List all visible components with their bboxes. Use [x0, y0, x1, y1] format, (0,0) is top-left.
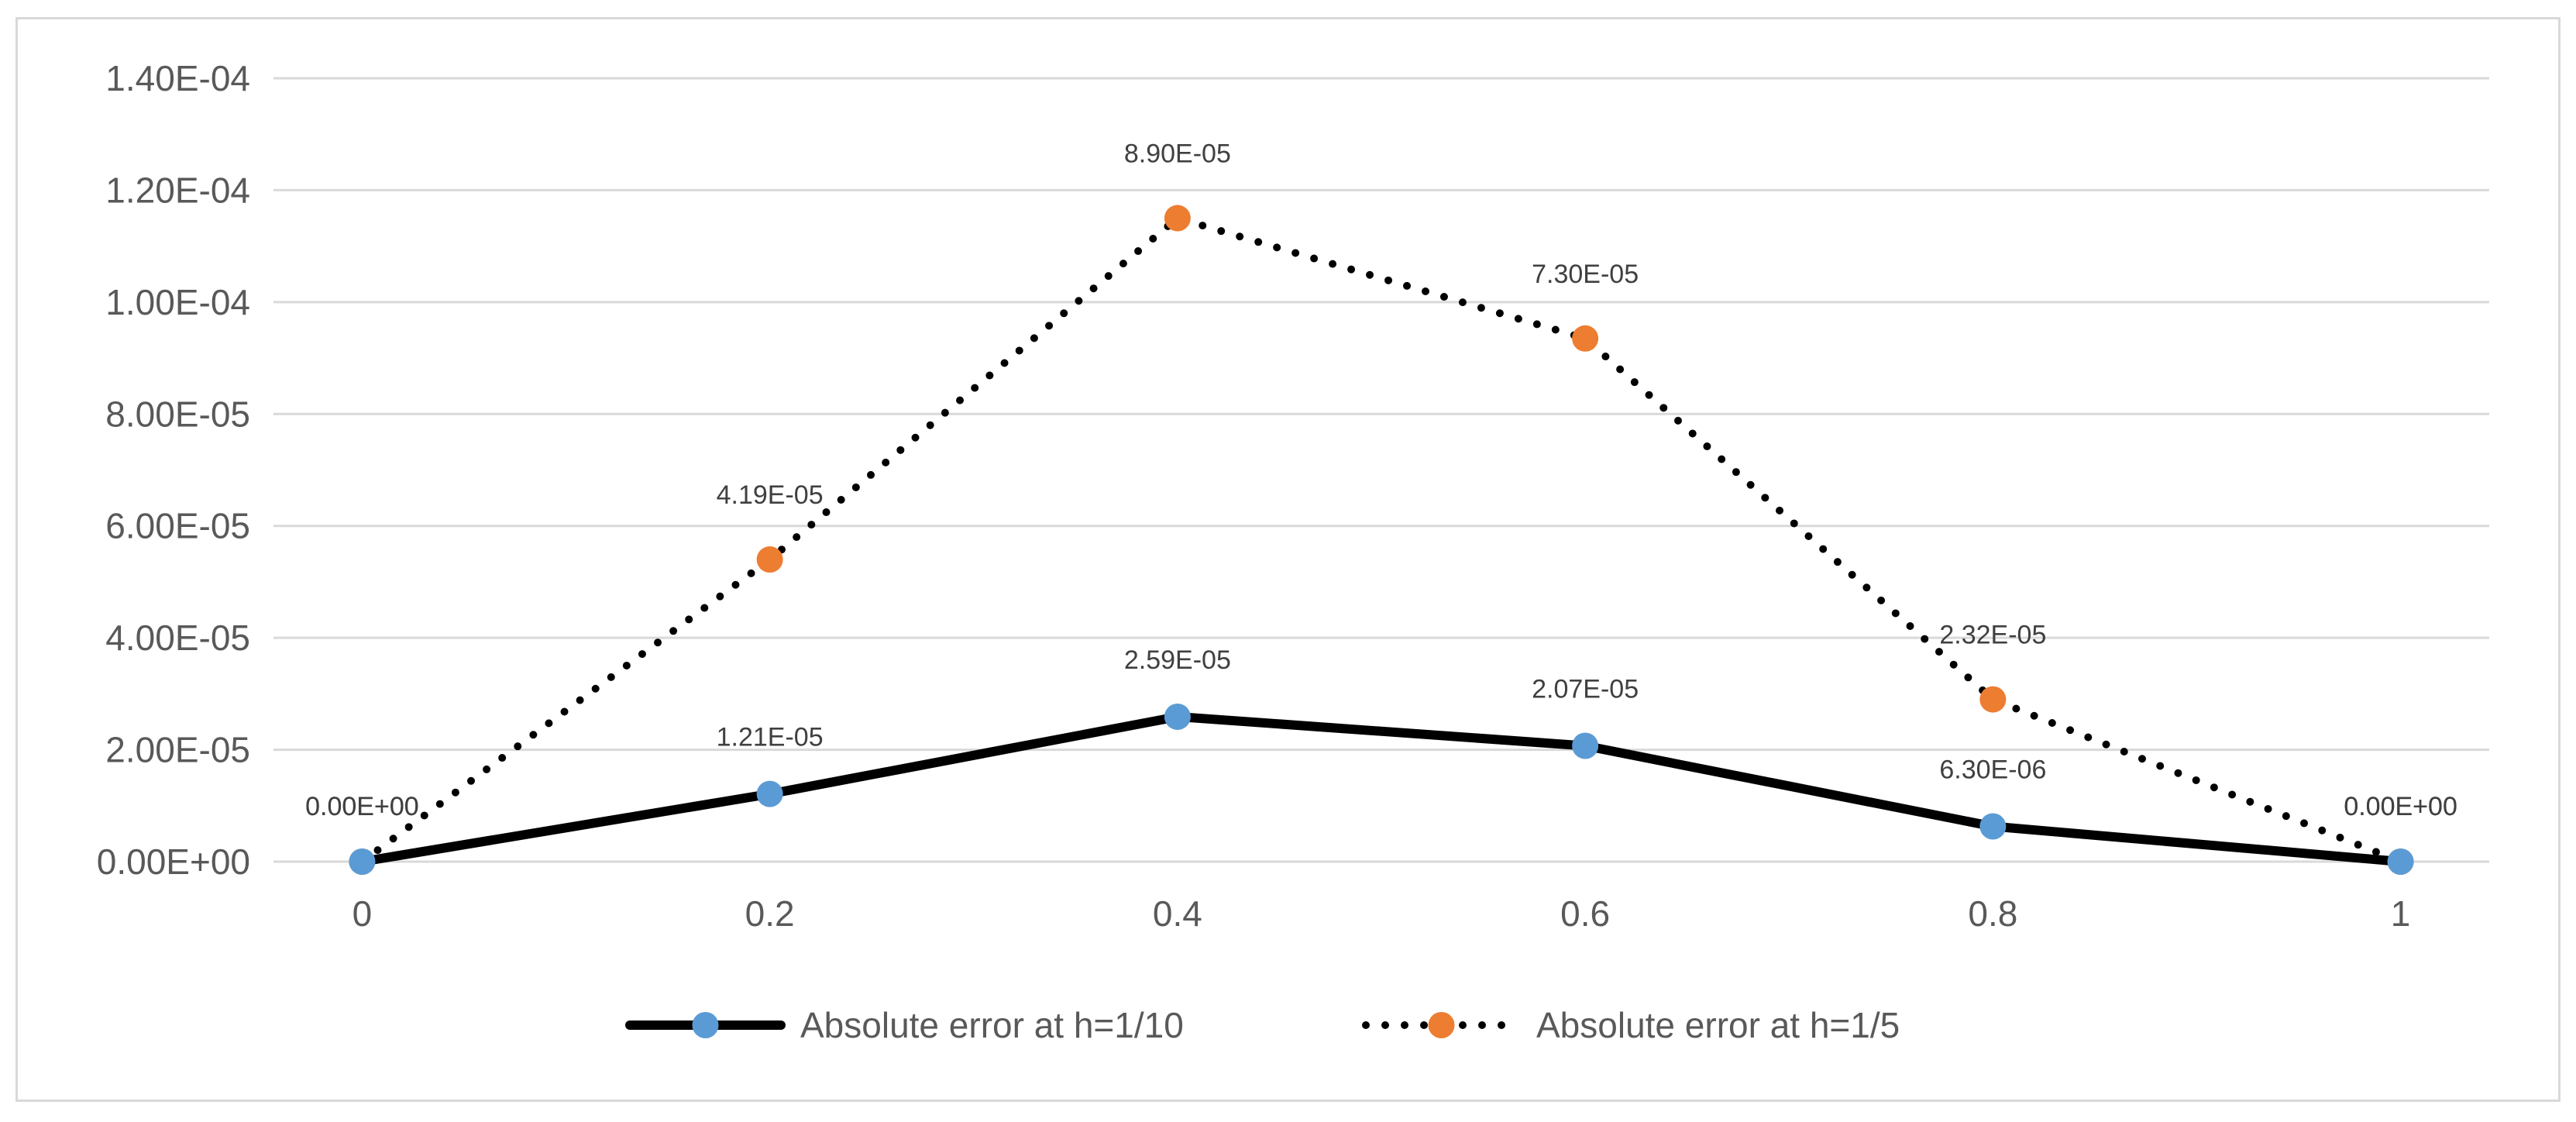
data-label: 6.30E-06 — [1939, 755, 2046, 785]
data-labels: 0.00E+00 1.21E-05 2.59E-05 2.07E-05 6.30E-06… — [305, 139, 2457, 821]
gridlines — [273, 77, 2489, 863]
series-line-0 — [357, 711, 2406, 866]
x-axis: 0 0.2 0.4 0.6 0.8 1 — [353, 893, 2411, 934]
legend-marker-0 — [692, 1012, 719, 1038]
data-label: 2.07E-05 — [1532, 675, 1639, 704]
y-tick-label: 4.00E-05 — [105, 618, 250, 658]
series-markers — [349, 205, 2414, 875]
chart-frame: 0.00E+00 2.00E-05 4.00E-05 6.00E-05 8.00E-05… — [15, 17, 2561, 1102]
data-point-0-2 — [1164, 703, 1191, 730]
data-label: 2.32E-05 — [1939, 621, 2046, 650]
data-point-1-1 — [756, 546, 783, 573]
data-label: 2.59E-05 — [1124, 645, 1231, 675]
y-tick-label: 6.00E-05 — [105, 506, 250, 546]
y-tick-label: 8.00E-05 — [105, 394, 250, 434]
x-tick-label: 0.6 — [1560, 893, 1610, 934]
y-tick-label: 1.40E-04 — [105, 58, 250, 98]
legend-label: Absolute error at h=1/10 — [800, 1005, 1184, 1045]
data-point-0-4 — [1979, 813, 2007, 840]
data-label: 0.00E+00 — [2344, 792, 2457, 821]
data-label: 0.00E+00 — [305, 792, 419, 821]
y-tick-label: 0.00E+00 — [97, 842, 250, 882]
data-point-1-2 — [1164, 205, 1191, 232]
x-tick-label: 0.8 — [1968, 893, 2017, 934]
data-point-0-0 — [349, 848, 376, 875]
x-tick-label: 0 — [353, 893, 373, 934]
y-tick-label: 1.20E-04 — [105, 170, 250, 210]
y-axis: 0.00E+00 2.00E-05 4.00E-05 6.00E-05 8.00E-05… — [97, 58, 250, 882]
legend-label: Absolute error at h=1/5 — [1536, 1005, 1900, 1045]
data-point-0-1 — [756, 780, 783, 807]
x-tick-label: 0.2 — [745, 893, 795, 934]
data-point-0-3 — [1572, 732, 1599, 759]
data-label: 7.30E-05 — [1532, 260, 1639, 289]
y-tick-label: 2.00E-05 — [105, 730, 250, 770]
legend-marker-1 — [1428, 1012, 1455, 1038]
data-label: 4.19E-05 — [717, 480, 824, 510]
data-label: 0.00E+00 — [305, 792, 419, 821]
y-tick-label: 1.00E-04 — [105, 282, 250, 322]
series-line-1 — [358, 214, 2405, 866]
data-label: 1.21E-05 — [717, 723, 824, 752]
series-lines — [357, 214, 2406, 866]
line-chart: 0.00E+00 2.00E-05 4.00E-05 6.00E-05 8.00E-05… — [97, 58, 2489, 1045]
data-point-0-5 — [2387, 848, 2414, 875]
x-tick-label: 1 — [2391, 893, 2411, 934]
data-point-1-3 — [1572, 325, 1599, 352]
data-point-1-4 — [1979, 686, 2007, 713]
x-tick-label: 0.4 — [1153, 893, 1202, 934]
data-label: 8.90E-05 — [1124, 139, 1231, 169]
data-label: 0.00E+00 — [2344, 792, 2457, 821]
legend: Absolute error at h=1/10 Absolute error a… — [625, 1005, 1900, 1045]
